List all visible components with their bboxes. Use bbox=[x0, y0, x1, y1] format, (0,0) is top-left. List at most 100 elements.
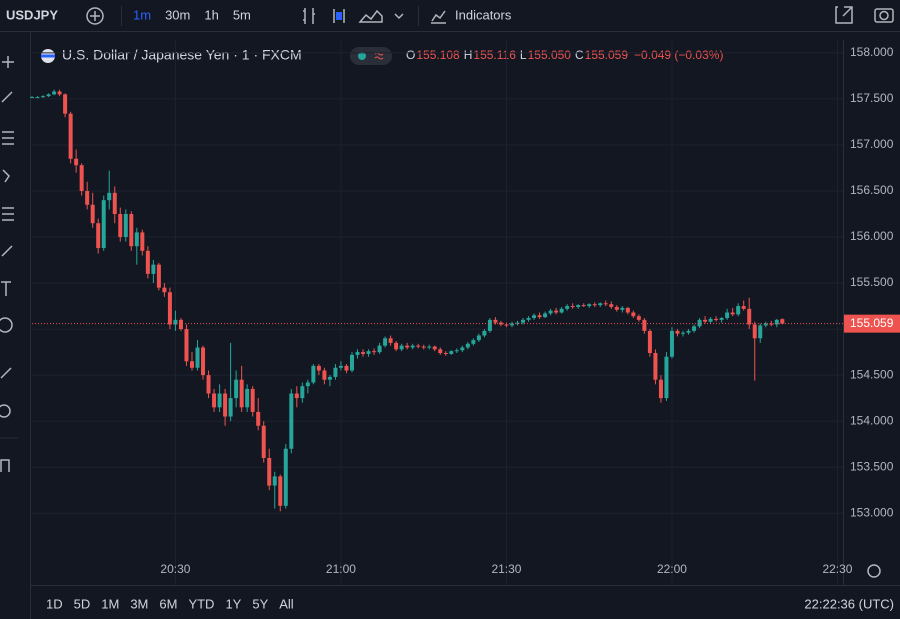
emoji-tool[interactable] bbox=[0, 317, 13, 333]
candle-body bbox=[388, 338, 393, 343]
range-button[interactable]: 3M bbox=[130, 596, 148, 611]
line-tool[interactable] bbox=[1, 91, 13, 103]
ohlc-key: H bbox=[464, 48, 473, 62]
drawing-tools bbox=[0, 56, 18, 472]
candle-body bbox=[178, 319, 183, 330]
snapshot-lens bbox=[879, 10, 889, 21]
candle-body bbox=[719, 318, 724, 320]
candle-body bbox=[30, 97, 34, 99]
candle-body bbox=[355, 352, 360, 355]
ohlc-key: O bbox=[406, 48, 415, 62]
candle-body bbox=[730, 312, 735, 315]
candle-body bbox=[96, 223, 101, 249]
candle-body bbox=[79, 165, 84, 191]
interval-button[interactable]: 1h bbox=[204, 7, 218, 22]
interval-button[interactable]: 5m bbox=[233, 7, 251, 22]
candle-body bbox=[234, 379, 239, 399]
pattern-tool[interactable] bbox=[2, 169, 10, 183]
last-price-label: 155.059 bbox=[850, 316, 894, 330]
y-tick-label: 155.500 bbox=[850, 275, 894, 289]
range-button[interactable]: 5Y bbox=[252, 596, 268, 611]
candle-body bbox=[664, 356, 669, 399]
crosshair-tool[interactable] bbox=[2, 56, 14, 68]
candle-icon[interactable] bbox=[336, 12, 342, 20]
candle-body bbox=[278, 476, 283, 506]
candle-body bbox=[780, 319, 785, 324]
forecast-tool[interactable] bbox=[2, 207, 14, 221]
candle-body bbox=[189, 361, 194, 368]
candle-body bbox=[620, 307, 625, 310]
candle-body bbox=[41, 96, 46, 98]
candle-body bbox=[256, 411, 261, 426]
plot bbox=[30, 40, 843, 585]
ohlc-key: C bbox=[575, 48, 584, 62]
candle-body bbox=[736, 306, 741, 315]
candle-body bbox=[239, 379, 244, 408]
range-button[interactable]: 1Y bbox=[225, 596, 241, 611]
candle-body bbox=[361, 352, 366, 354]
candle-body bbox=[427, 346, 432, 348]
candle-body bbox=[68, 113, 73, 159]
candle-body bbox=[758, 325, 763, 339]
candle-body bbox=[123, 213, 128, 238]
candle-body bbox=[708, 318, 713, 322]
candle-body bbox=[410, 345, 415, 348]
range-button[interactable]: All bbox=[279, 596, 294, 611]
range-button[interactable]: 5D bbox=[74, 596, 91, 611]
candle-body bbox=[134, 232, 139, 247]
indicators-icon[interactable] bbox=[431, 10, 446, 24]
chart-type-icons[interactable] bbox=[303, 8, 345, 24]
candle-body bbox=[532, 315, 537, 319]
candle-body bbox=[438, 349, 443, 354]
dropdown[interactable] bbox=[394, 13, 404, 20]
add-symbol[interactable] bbox=[86, 7, 104, 25]
ruler-tool[interactable] bbox=[0, 367, 12, 379]
y-tick-label: 153.000 bbox=[850, 505, 894, 519]
add-symbol-icon bbox=[90, 11, 100, 21]
interval-button[interactable]: 30m bbox=[165, 7, 190, 22]
text-tool[interactable] bbox=[1, 281, 11, 296]
candle-body bbox=[609, 304, 614, 307]
zoom-tool[interactable] bbox=[0, 404, 11, 418]
fullscreen[interactable] bbox=[835, 6, 853, 24]
candle-body bbox=[460, 347, 465, 351]
snapshot[interactable] bbox=[874, 8, 894, 23]
candle-body bbox=[118, 213, 123, 238]
candle-body bbox=[151, 264, 156, 274]
range-button[interactable]: 1M bbox=[101, 596, 119, 611]
candle-body bbox=[774, 319, 779, 325]
fib-tool[interactable] bbox=[2, 131, 14, 145]
candle-body bbox=[681, 332, 686, 334]
brush-tool[interactable] bbox=[1, 245, 13, 257]
candle-body bbox=[46, 94, 51, 97]
candle-body bbox=[509, 323, 514, 326]
candle-body bbox=[592, 304, 597, 306]
candle-body bbox=[587, 304, 592, 307]
candle-body bbox=[554, 310, 559, 313]
candle-body bbox=[487, 319, 492, 331]
candle-body bbox=[140, 232, 145, 251]
y-tick-label: 157.000 bbox=[850, 137, 894, 151]
area-icon[interactable] bbox=[358, 9, 383, 23]
candle-body bbox=[289, 393, 294, 449]
candle-body bbox=[741, 306, 746, 309]
indicators-button[interactable]: Indicators bbox=[455, 7, 512, 22]
candle-body bbox=[322, 370, 327, 380]
symbol[interactable]: USDJPY bbox=[6, 7, 58, 22]
candle-body bbox=[603, 303, 608, 305]
candle-body bbox=[769, 323, 774, 325]
range-button[interactable]: 6M bbox=[159, 596, 177, 611]
magnet-tool[interactable] bbox=[0, 459, 10, 472]
candle-body bbox=[35, 97, 40, 99]
candle-body bbox=[521, 319, 526, 323]
candle-body bbox=[747, 308, 752, 325]
candle-body bbox=[565, 306, 570, 309]
range-button[interactable]: 1D bbox=[46, 596, 63, 611]
range-button[interactable]: YTD bbox=[188, 596, 214, 611]
market-status[interactable] bbox=[350, 47, 392, 65]
y-tick-label: 158.000 bbox=[850, 45, 894, 59]
candle-body bbox=[515, 322, 520, 324]
interval-button[interactable]: 1m bbox=[133, 7, 151, 22]
candle-body bbox=[449, 351, 454, 354]
settings[interactable] bbox=[867, 564, 881, 578]
